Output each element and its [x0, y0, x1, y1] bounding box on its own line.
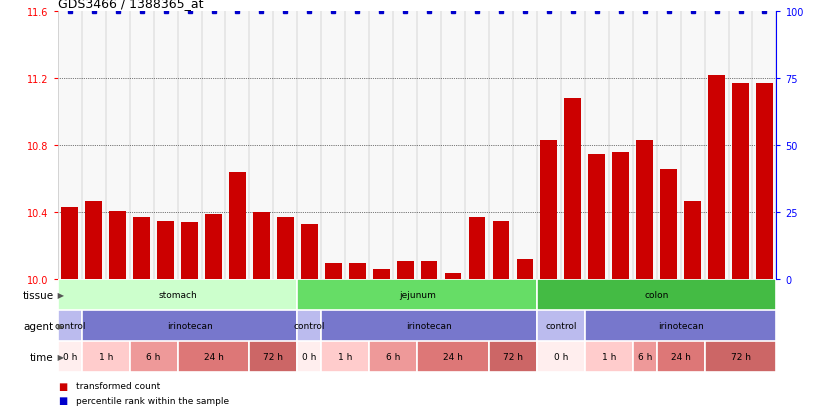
Text: 24 h: 24 h	[443, 353, 463, 361]
Bar	[85, 201, 102, 280]
Bar	[82, 311, 297, 342]
Text: agent: agent	[24, 321, 54, 331]
Bar	[537, 280, 776, 311]
Bar	[181, 223, 198, 280]
Bar	[58, 280, 297, 311]
Text: colon: colon	[644, 291, 669, 299]
Text: 0 h: 0 h	[63, 353, 77, 361]
Text: tissue: tissue	[22, 290, 54, 300]
Bar	[540, 141, 558, 280]
Bar	[130, 342, 178, 373]
Text: time: time	[30, 352, 54, 362]
Bar	[178, 342, 249, 373]
Bar	[297, 280, 537, 311]
Bar	[564, 99, 582, 280]
Bar	[58, 342, 82, 373]
Bar	[61, 208, 78, 280]
Text: ■: ■	[58, 381, 67, 391]
Text: stomach: stomach	[159, 291, 197, 299]
Bar	[325, 263, 342, 280]
Bar	[633, 342, 657, 373]
Bar	[369, 342, 417, 373]
Text: 1 h: 1 h	[338, 353, 353, 361]
Bar	[705, 342, 776, 373]
Bar	[468, 218, 486, 280]
Bar	[373, 270, 390, 280]
Bar	[756, 84, 773, 280]
Text: 24 h: 24 h	[671, 353, 691, 361]
Bar	[297, 342, 321, 373]
Bar	[708, 76, 725, 280]
Text: 0 h: 0 h	[553, 353, 568, 361]
Bar	[516, 259, 534, 280]
Text: ■: ■	[58, 395, 67, 405]
Text: 6 h: 6 h	[386, 353, 401, 361]
Text: control: control	[293, 322, 325, 330]
Bar	[205, 214, 222, 280]
Bar	[82, 342, 130, 373]
Bar	[585, 342, 633, 373]
Bar	[277, 218, 294, 280]
Bar	[321, 311, 537, 342]
Bar	[588, 154, 605, 280]
Text: 24 h: 24 h	[203, 353, 224, 361]
Bar	[396, 261, 414, 280]
Bar	[444, 273, 462, 280]
Text: irinotecan: irinotecan	[406, 322, 452, 330]
Text: control: control	[545, 322, 577, 330]
Bar	[492, 221, 510, 280]
Bar	[420, 261, 438, 280]
Text: GDS3466 / 1388365_at: GDS3466 / 1388365_at	[58, 0, 203, 10]
Bar	[537, 342, 585, 373]
Bar	[636, 141, 653, 280]
Bar	[417, 342, 489, 373]
Text: 72 h: 72 h	[503, 353, 523, 361]
Bar	[133, 218, 150, 280]
Bar	[612, 153, 629, 280]
Bar	[249, 342, 297, 373]
Text: irinotecan: irinotecan	[167, 322, 212, 330]
Bar	[58, 311, 82, 342]
Text: jejunum: jejunum	[399, 291, 435, 299]
Text: control: control	[54, 322, 86, 330]
Bar	[321, 342, 369, 373]
Bar	[732, 84, 749, 280]
Bar	[301, 225, 318, 280]
Text: ▶: ▶	[55, 353, 64, 361]
Bar	[537, 311, 585, 342]
Bar	[229, 173, 246, 280]
Bar	[253, 213, 270, 280]
Text: irinotecan: irinotecan	[657, 322, 704, 330]
Bar	[489, 342, 537, 373]
Text: 6 h: 6 h	[638, 353, 652, 361]
Text: 1 h: 1 h	[98, 353, 113, 361]
Text: 0 h: 0 h	[302, 353, 316, 361]
Text: 1 h: 1 h	[601, 353, 616, 361]
Text: ▶: ▶	[55, 291, 64, 299]
Text: ▶: ▶	[55, 322, 64, 330]
Bar	[657, 342, 705, 373]
Text: percentile rank within the sample: percentile rank within the sample	[76, 396, 229, 405]
Bar	[297, 311, 321, 342]
Bar	[157, 221, 174, 280]
Bar	[349, 263, 366, 280]
Bar	[684, 201, 701, 280]
Bar	[660, 169, 677, 280]
Text: 72 h: 72 h	[730, 353, 751, 361]
Bar	[585, 311, 776, 342]
Text: transformed count: transformed count	[76, 382, 160, 391]
Text: 6 h: 6 h	[146, 353, 161, 361]
Text: 72 h: 72 h	[263, 353, 283, 361]
Bar	[109, 211, 126, 280]
